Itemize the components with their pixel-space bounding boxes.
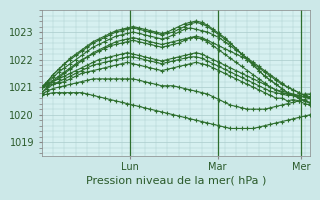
- X-axis label: Pression niveau de la mer( hPa ): Pression niveau de la mer( hPa ): [86, 176, 266, 186]
